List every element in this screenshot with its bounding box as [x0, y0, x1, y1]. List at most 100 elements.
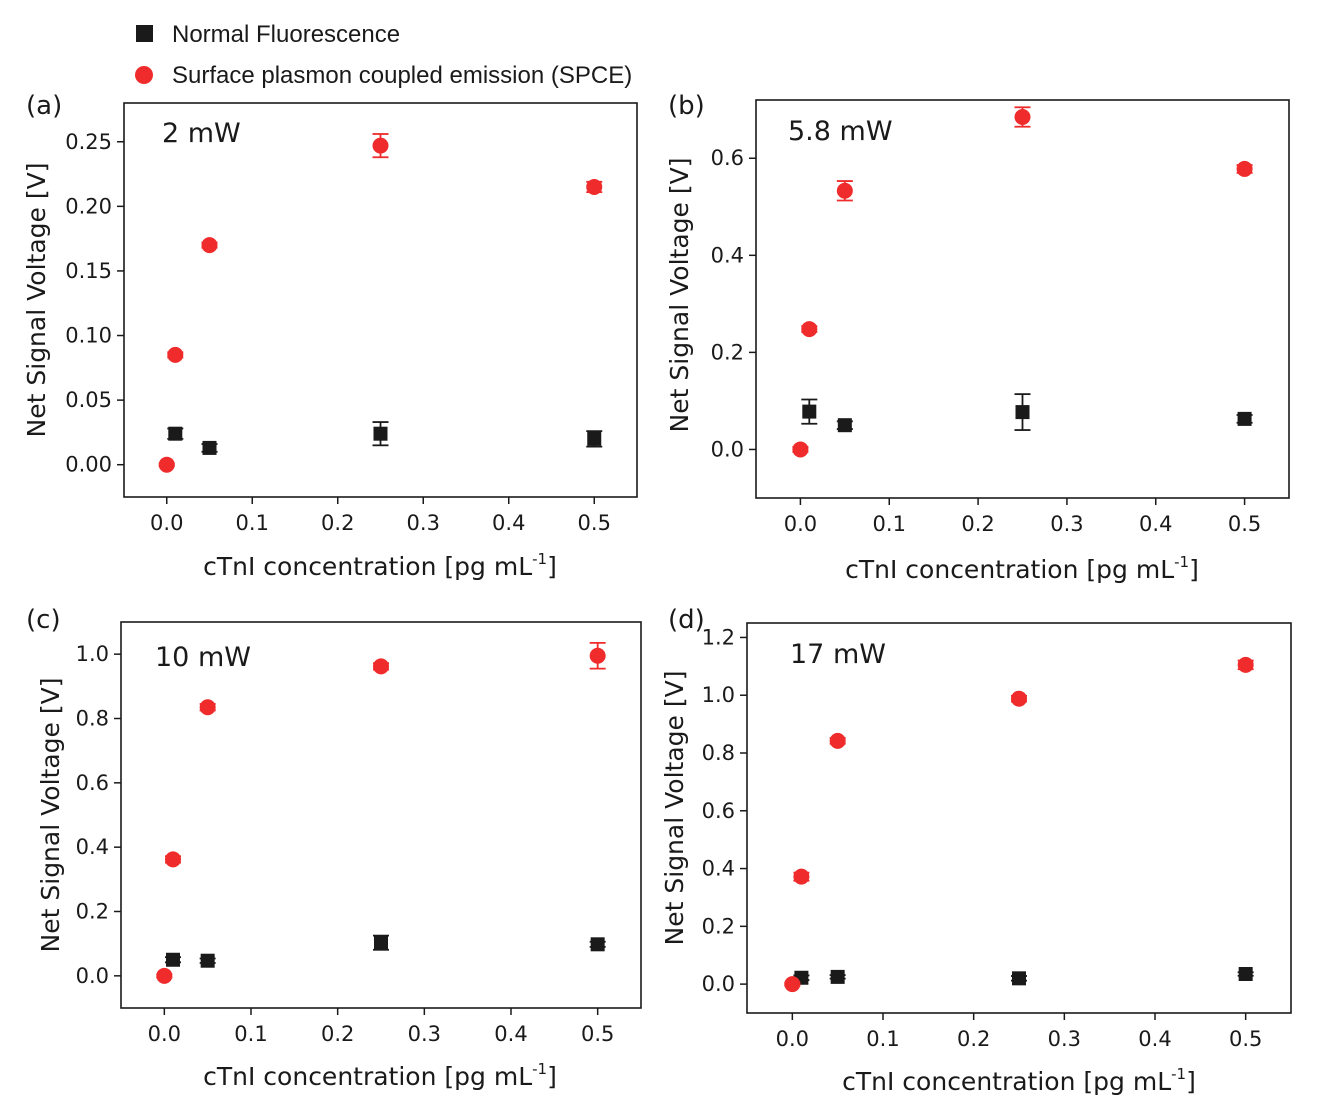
point-spce-c-2 — [199, 699, 216, 716]
x-tick-label-b-5: 0.5 — [1228, 512, 1261, 536]
x-axis-title-d: cTnI concentration [pg mL-1] — [842, 1065, 1196, 1096]
series-normal-a — [167, 421, 603, 455]
x-tick-label-d-2: 0.2 — [957, 1027, 990, 1051]
power-label-d: 17 mW — [790, 639, 886, 670]
point-normal-c-2 — [374, 935, 388, 950]
x-axis-title-main-a: cTnI concentration [pg mL — [203, 552, 532, 581]
point-spce-c-4 — [589, 647, 606, 664]
series-normal-c — [165, 934, 606, 968]
axis-ticks-d: 0.0 0.1 0.2 0.3 0.4 0.5 0.0 0.2 0.4 0.6 0.8 1.0 1.2 — [702, 625, 1263, 1051]
x-tick-label-c-4: 0.4 — [494, 1022, 527, 1046]
x-tick-label-d-4: 0.4 — [1138, 1027, 1171, 1051]
x-axis-title-c: cTnI concentration [pg mL-1] — [203, 1060, 557, 1091]
x-tick-label-a-2: 0.2 — [321, 511, 354, 535]
point-spce-d-0 — [784, 976, 801, 993]
x-axis-title-b: cTnI concentration [pg mL-1] — [845, 553, 1199, 584]
panel-a: (a) 2 mW 0.0 0.1 0.2 0.3 0.4 0.50.000.050.100… — [22, 91, 638, 581]
x-tick-label-c-2: 0.2 — [321, 1022, 354, 1046]
x-tick-label-c-3: 0.3 — [408, 1022, 441, 1046]
power-label-c: 10 mW — [155, 642, 251, 673]
y-tick-label-d-6: 1.2 — [702, 625, 735, 649]
power-label-b: 5.8 mW — [788, 116, 893, 147]
axis-ticks-a: 0.0 0.1 0.2 0.3 0.4 0.5 0.00 0.05 0.10 0.15 0.20 0.… — [65, 130, 611, 535]
series-spce-b — [792, 106, 1253, 458]
x-axis-title-main-d: cTnI concentration [pg mL — [842, 1067, 1171, 1096]
plot-frame-d — [746, 622, 1292, 1014]
y-tick-label-a-4: 0.20 — [65, 194, 112, 218]
x-axis-title-sup-c: -1 — [532, 1060, 547, 1078]
point-normal-a-3 — [587, 431, 602, 446]
point-normal-b-1 — [837, 418, 852, 433]
series-normal-b — [801, 393, 1253, 433]
legend-label-spce: Surface plasmon coupled emission (SPCE) — [172, 62, 632, 89]
x-axis-title-main-c: cTnI concentration [pg mL — [203, 1062, 532, 1091]
y-tick-label-c-0: 0.0 — [76, 964, 109, 988]
legend: Normal Fluorescence Surface plasmon coup… — [135, 21, 632, 89]
point-normal-a-0 — [168, 426, 183, 441]
x-tick-label-b-2: 0.2 — [961, 512, 994, 536]
x-axis-title-close-a: ] — [547, 552, 557, 581]
x-tick-label-a-5: 0.5 — [578, 511, 611, 535]
point-normal-a-2 — [373, 426, 388, 441]
point-normal-d-2 — [1012, 971, 1026, 986]
power-label-a: 2 mW — [162, 118, 241, 149]
y-tick-label-c-3: 0.6 — [76, 771, 109, 795]
point-spce-d-4 — [1237, 656, 1254, 673]
y-axis-title-b: Net Signal Voltage [V] — [665, 158, 694, 433]
point-spce-d-1 — [793, 868, 810, 885]
x-axis-title-close-c: ] — [547, 1062, 557, 1091]
series-spce-a — [158, 133, 603, 473]
x-axis-title-close-b: ] — [1189, 555, 1199, 584]
point-spce-a-1 — [167, 346, 184, 363]
point-normal-c-0 — [166, 952, 180, 967]
y-tick-label-c-5: 1.0 — [76, 642, 109, 666]
point-normal-b-3 — [1237, 411, 1252, 426]
point-spce-b-4 — [1236, 160, 1253, 177]
y-tick-label-a-3: 0.15 — [65, 259, 112, 283]
y-axis-title-d: Net Signal Voltage [V] — [660, 671, 689, 946]
point-spce-a-3 — [372, 137, 389, 154]
y-tick-label-d-5: 1.0 — [702, 683, 735, 707]
x-axis-title-sup-b: -1 — [1174, 553, 1189, 571]
y-tick-label-d-3: 0.6 — [702, 799, 735, 823]
x-tick-label-c-5: 0.5 — [581, 1022, 614, 1046]
y-tick-label-a-2: 0.10 — [65, 324, 112, 348]
point-spce-b-0 — [792, 441, 809, 458]
point-spce-a-4 — [586, 178, 603, 195]
series-spce-c — [156, 642, 606, 984]
x-axis-title-main-b: cTnI concentration [pg mL — [845, 555, 1174, 584]
x-tick-label-a-1: 0.1 — [236, 511, 269, 535]
plot-frame-b — [755, 99, 1290, 499]
y-tick-label-d-2: 0.4 — [702, 857, 735, 881]
panel-label-b: (b) — [668, 91, 705, 121]
y-tick-label-d-1: 0.2 — [702, 914, 735, 938]
x-tick-label-d-1: 0.1 — [866, 1027, 899, 1051]
panel-b: (b) 5.8 mW 0.0 0.1 0.2 0.3 0.4 0.50.00.20.40.… — [665, 91, 1290, 584]
point-normal-c-1 — [200, 953, 215, 968]
x-tick-label-b-1: 0.1 — [873, 512, 906, 536]
y-tick-label-b-1: 0.2 — [711, 340, 744, 364]
x-tick-label-c-1: 0.1 — [234, 1022, 267, 1046]
x-axis-title-close-d: ] — [1186, 1067, 1196, 1096]
y-tick-label-d-0: 0.0 — [702, 972, 735, 996]
legend-marker-spce — [135, 66, 153, 84]
y-tick-label-b-2: 0.4 — [711, 243, 744, 267]
axis-ticks-b: 0.0 0.1 0.2 0.3 0.4 0.5 0.0 0.2 0.4 0.6 — [711, 146, 1262, 536]
x-tick-label-d-5: 0.5 — [1229, 1027, 1262, 1051]
y-tick-label-c-1: 0.2 — [76, 900, 109, 924]
panel-label-c: (c) — [26, 605, 61, 635]
point-normal-b-2 — [1015, 405, 1030, 420]
point-normal-a-1 — [202, 440, 217, 455]
panel-d: (d) 17 mW 0.0 0.1 0.2 0.3 0.4 0.5 0.0 0.2 0.4 0.6… — [660, 605, 1292, 1096]
x-tick-label-b-3: 0.3 — [1050, 512, 1083, 536]
point-spce-b-2 — [836, 182, 853, 199]
point-spce-b-3 — [1014, 108, 1031, 125]
point-spce-a-2 — [201, 237, 218, 254]
panel-label-d: (d) — [668, 605, 705, 635]
panel-c: (c) 10 mW 0.0 0.1 0.2 0.3 0.4 0.5 0.0 0.2 0.4 0.6… — [26, 605, 642, 1091]
x-tick-label-c-0: 0.0 — [148, 1022, 181, 1046]
y-axis-title-a: Net Signal Voltage [V] — [22, 163, 51, 438]
point-spce-d-3 — [1011, 690, 1027, 707]
x-tick-label-a-4: 0.4 — [492, 511, 525, 535]
panel-label-a: (a) — [26, 91, 62, 121]
